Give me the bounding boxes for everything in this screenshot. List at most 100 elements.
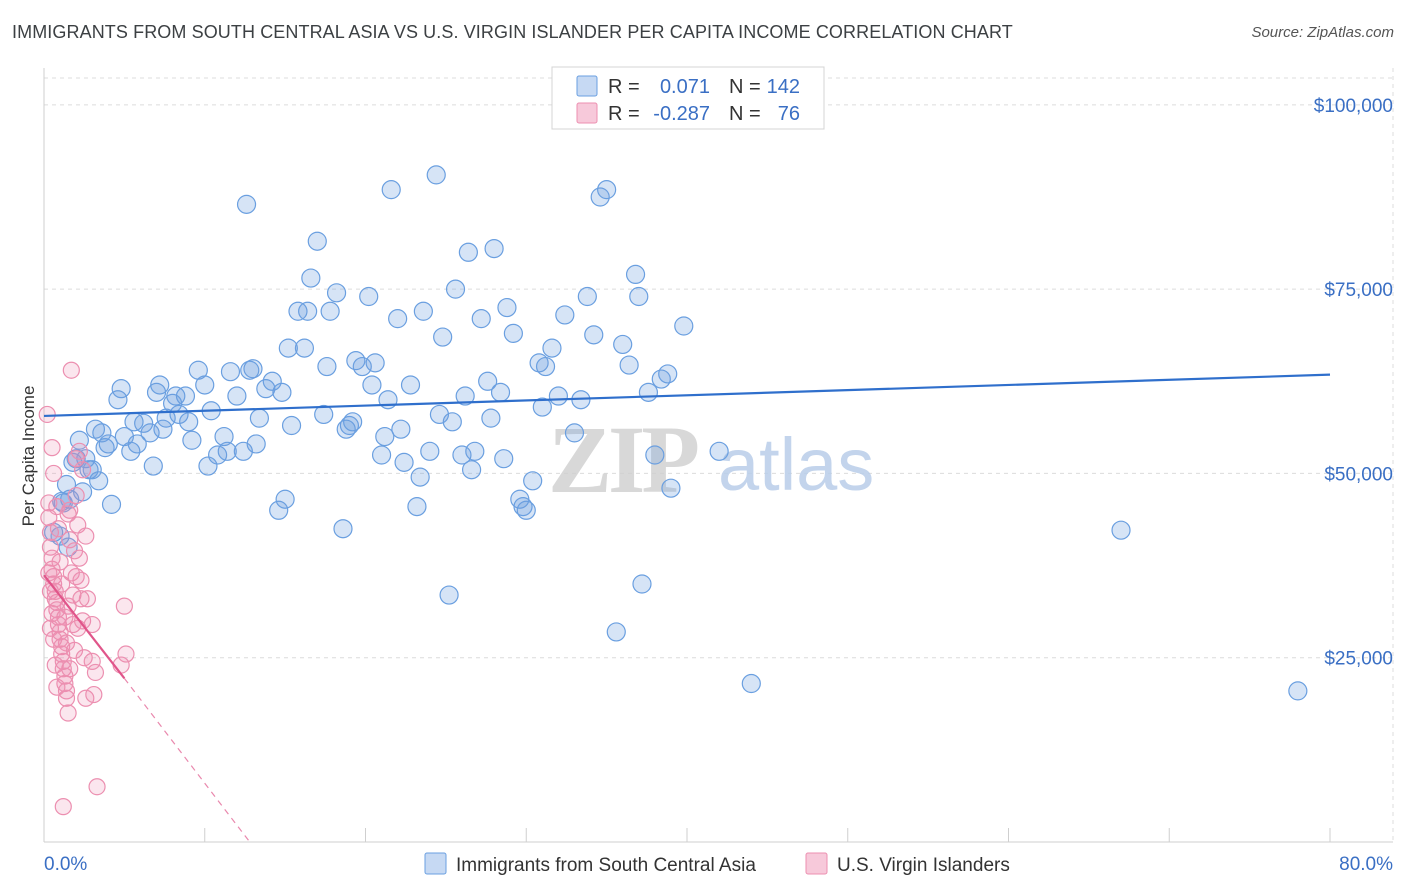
point-immigrants-141 xyxy=(658,364,678,384)
point-virgin-islanders-47 xyxy=(83,652,101,671)
point-immigrants-11 xyxy=(92,423,112,443)
point-immigrants-81 xyxy=(529,353,549,373)
point-immigrants-110 xyxy=(124,412,144,432)
point-virgin-islanders-73 xyxy=(61,660,79,678)
point-virgin-islanders-0 xyxy=(38,405,56,424)
point-immigrants-91 xyxy=(606,622,626,642)
trend-line-immigrants xyxy=(43,373,1331,418)
point-immigrants-66 xyxy=(433,327,453,347)
point-immigrants-88 xyxy=(584,325,604,345)
point-immigrants-129 xyxy=(532,397,552,417)
stats-legend-n-value-2: 76 xyxy=(778,103,800,125)
stats-legend-n-value-1: 142 xyxy=(767,76,800,98)
point-immigrants-77 xyxy=(503,323,523,343)
y-tick-label-0: $25,000 xyxy=(1324,649,1393,670)
point-virgin-islanders-65 xyxy=(46,656,64,674)
point-virgin-islanders-3 xyxy=(41,523,60,542)
point-immigrants-113 xyxy=(179,412,199,432)
stats-legend-n-label-2: N = xyxy=(729,103,761,125)
point-immigrants-87 xyxy=(577,286,597,307)
series-legend-label-immigrants: Immigrants from South Central Asia xyxy=(456,855,756,876)
point-virgin-islanders-40 xyxy=(62,361,80,379)
series-legend-label-virgin-islanders: U.S. Virgin Islanders xyxy=(837,855,1010,876)
point-immigrants-59 xyxy=(388,309,408,329)
x-tick-label-0: 0.0% xyxy=(44,854,87,875)
chart-source: Source: ZipAtlas.com xyxy=(1251,24,1394,41)
point-immigrants-67 xyxy=(439,585,459,605)
point-immigrants-114 xyxy=(198,456,218,476)
point-virgin-islanders-61 xyxy=(57,634,76,652)
point-immigrants-98 xyxy=(645,445,665,465)
series-legend: Immigrants from South Central Asia U.S. … xyxy=(424,852,1010,876)
point-virgin-islanders-75 xyxy=(85,685,103,704)
point-virgin-islanders-72 xyxy=(41,619,60,637)
point-immigrants-51 xyxy=(339,415,360,436)
stats-legend-n-label-1: N = xyxy=(729,76,761,98)
point-immigrants-72 xyxy=(471,309,491,329)
point-virgin-islanders-54 xyxy=(43,439,61,457)
point-virgin-islanders-50 xyxy=(115,597,133,615)
point-immigrants-119 xyxy=(317,356,337,377)
point-immigrants-35 xyxy=(236,194,257,214)
point-immigrants-37 xyxy=(249,408,270,428)
point-immigrants-115 xyxy=(217,441,237,461)
stats-legend-r-label-2: R = xyxy=(608,103,640,125)
stats-legend-r-value-1: 0.071 xyxy=(660,76,710,98)
point-immigrants-73 xyxy=(478,371,498,391)
point-virgin-islanders-51 xyxy=(117,645,135,663)
y-tick-label-2: $75,000 xyxy=(1324,280,1393,301)
point-immigrants-76 xyxy=(497,297,517,318)
trend-line-virgin-islanders-extension xyxy=(123,677,251,843)
point-immigrants-101 xyxy=(674,316,694,336)
point-immigrants-17 xyxy=(127,434,147,454)
point-immigrants-49 xyxy=(326,283,347,303)
point-immigrants-48 xyxy=(320,301,340,321)
point-immigrants-62 xyxy=(407,497,427,517)
point-immigrants-123 xyxy=(410,467,430,487)
watermark-atlas: atlas xyxy=(718,423,874,506)
point-immigrants-82 xyxy=(535,356,556,377)
point-virgin-islanders-66 xyxy=(48,678,66,696)
point-immigrants-95 xyxy=(629,286,649,307)
point-immigrants-104 xyxy=(1111,520,1131,540)
point-virgin-islanders-39 xyxy=(77,689,95,707)
point-immigrants-26 xyxy=(182,430,202,450)
point-virgin-islanders-71 xyxy=(40,564,58,582)
point-immigrants-36 xyxy=(243,359,263,379)
point-immigrants-9 xyxy=(85,419,106,439)
point-immigrants-132 xyxy=(95,438,115,458)
point-immigrants-19 xyxy=(140,423,160,443)
point-immigrants-90 xyxy=(597,180,617,200)
watermark: ZIP atlas xyxy=(548,406,874,513)
point-immigrants-108 xyxy=(82,460,102,480)
watermark-zip: ZIP xyxy=(548,406,697,513)
point-virgin-islanders-58 xyxy=(51,553,69,571)
point-virgin-islanders-57 xyxy=(49,520,68,538)
stats-legend-r-label-1: R = xyxy=(608,76,640,98)
y-tick-label-3: $100,000 xyxy=(1314,96,1393,117)
point-immigrants-70 xyxy=(458,242,478,262)
point-virgin-islanders-67 xyxy=(69,619,87,637)
point-immigrants-63 xyxy=(413,301,433,321)
trend-line-virgin-islanders xyxy=(43,574,126,680)
point-virgin-islanders-23 xyxy=(57,682,76,700)
point-immigrants-89 xyxy=(590,187,610,207)
point-immigrants-133 xyxy=(153,419,173,439)
point-virgin-islanders-41 xyxy=(70,442,88,460)
point-immigrants-96 xyxy=(632,574,652,594)
point-virgin-islanders-42 xyxy=(73,461,92,479)
point-immigrants-45 xyxy=(301,268,321,288)
point-immigrants-138 xyxy=(429,404,450,425)
point-immigrants-102 xyxy=(709,441,729,461)
point-virgin-islanders-46 xyxy=(88,778,106,796)
point-immigrants-12 xyxy=(98,434,118,454)
point-immigrants-42 xyxy=(281,415,302,436)
point-immigrants-61 xyxy=(400,375,421,395)
point-immigrants-64 xyxy=(420,441,440,461)
point-immigrants-71 xyxy=(465,441,485,461)
point-immigrants-56 xyxy=(371,445,392,465)
point-immigrants-38 xyxy=(256,379,276,399)
x-tick-label-1: 80.0% xyxy=(1339,854,1393,875)
stats-legend-r-value-2: -0.287 xyxy=(653,103,710,125)
point-immigrants-79 xyxy=(516,500,536,520)
